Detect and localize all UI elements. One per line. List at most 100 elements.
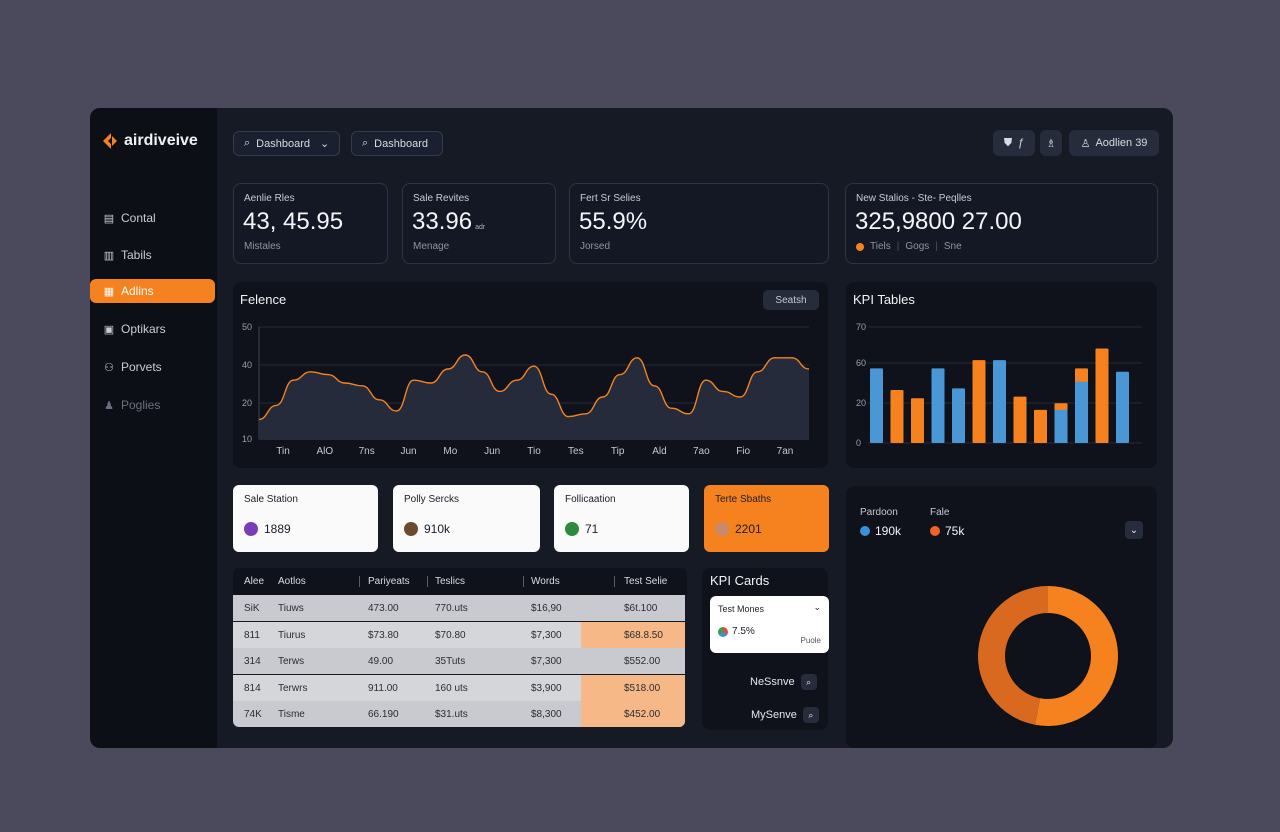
- table-cell: 814: [244, 682, 261, 694]
- notifications-button[interactable]: ⛊ ƒ: [993, 130, 1035, 156]
- table-cell: 66.190: [368, 709, 399, 720]
- table-cell: Tiuws: [278, 603, 304, 614]
- shield-icon: ⛊: [1003, 136, 1013, 149]
- stat-unit: adr: [475, 224, 486, 231]
- y-tick-label: 0: [856, 438, 861, 448]
- stat-value: 325,9800 27.00: [855, 208, 1022, 235]
- nessnve-link[interactable]: NeSsnve ⌕: [750, 674, 817, 690]
- table-row[interactable]: 314 Terws 49.00 35Tuts $7,300 $552.00: [233, 648, 685, 674]
- stat-label: Aenlie Rles: [244, 193, 295, 204]
- column-header[interactable]: Pariyeats: [368, 576, 410, 587]
- column-header[interactable]: Test Selie: [624, 576, 668, 587]
- table-cell: 35Tuts: [435, 656, 466, 667]
- sub-item: Tiels: [870, 241, 891, 252]
- sidebar-item-optikars[interactable]: ▣ Optikars: [90, 317, 215, 341]
- sidebar: airdiveive ▤ Contal ▥ Tabils ▦ Adlins ▣ …: [90, 108, 217, 748]
- avatar: [715, 522, 729, 536]
- sidebar-item-poglies[interactable]: ♟ Poglies: [90, 393, 215, 417]
- bar: [993, 360, 1006, 443]
- sidebar-item-label: Contal: [121, 211, 156, 225]
- stat-sub-items: Tiels | Gogs | Sne: [856, 241, 962, 252]
- panel-title: Felence: [240, 292, 287, 307]
- x-tick-label: Jun: [400, 446, 416, 457]
- stat-card[interactable]: New Stalios - Ste- Peqlles 325,9800 27.0…: [845, 183, 1158, 264]
- bar-chart-panel: KPI Tables 70 60 20 0: [846, 282, 1157, 468]
- y-tick-label: 20: [242, 398, 252, 408]
- sidebar-item-tabils[interactable]: ▥ Tabils: [90, 243, 215, 267]
- y-tick-label: 20: [856, 398, 866, 408]
- user-icon: ♟: [104, 399, 114, 412]
- mini-label: Polly Sercks: [404, 494, 460, 505]
- stat-label: Fert Sr Selies: [580, 193, 641, 204]
- profile-icon-button[interactable]: ♗: [1040, 130, 1062, 156]
- search-chart-button[interactable]: Seatsh: [763, 290, 819, 310]
- chevron-down-icon: ⌄: [320, 138, 330, 150]
- stat-value: 43, 45.95: [243, 208, 344, 235]
- table-cell: Terwrs: [278, 682, 308, 694]
- sidebar-item-contal[interactable]: ▤ Contal: [90, 206, 215, 230]
- bar: [952, 388, 965, 443]
- sub-item: Sne: [943, 241, 962, 252]
- table-row[interactable]: 814 Terwrs 911.00 160 uts $3,900 $518.00: [233, 674, 685, 701]
- stat-sub: Jorsed: [580, 241, 611, 252]
- stat-number: 33.96: [412, 208, 473, 235]
- column-header[interactable]: Teslics: [435, 576, 466, 587]
- dashboard-dropdown[interactable]: ⌕ Dashboard ⌄: [233, 131, 340, 156]
- table-cell: $31.uts: [435, 709, 468, 720]
- stat-card[interactable]: Fert Sr Selies 55.9% Jorsed: [569, 183, 829, 264]
- legend-dot-icon: [930, 526, 940, 536]
- legend-value: 190k: [860, 524, 901, 538]
- mini-stat-card[interactable]: Sale Station 1889: [233, 485, 378, 552]
- stat-card[interactable]: Sale Revites 33.96 adr Menage: [402, 183, 556, 264]
- donut-chart: [978, 586, 1118, 726]
- line-chart-panel: Felence Seatsh 50 40 20 10 Tin AlO 7ns Jun Mo Jun…: [233, 282, 828, 468]
- table-cell: $8,300: [531, 709, 562, 720]
- search-icon[interactable]: ⌕: [802, 707, 819, 723]
- sidebar-item-adlins[interactable]: ▦ Adlins: [90, 279, 215, 303]
- chevron-down-icon[interactable]: ⌄: [813, 602, 821, 612]
- stat-sub: Menage: [413, 241, 450, 252]
- stat-card[interactable]: Aenlie Rles 43, 45.95 Mistales: [233, 183, 388, 264]
- dropdown-label: Dashboard: [256, 137, 310, 150]
- chart-icon: [718, 626, 728, 637]
- table-cell: $70.80: [435, 629, 466, 641]
- table-cell: Terws: [278, 656, 305, 667]
- mini-stat-card[interactable]: Terte Sbaths 2201: [704, 485, 829, 552]
- chevron-down-icon[interactable]: ⌄: [1125, 521, 1143, 539]
- avatar: [244, 522, 258, 536]
- column-header[interactable]: Aotlos: [278, 576, 306, 587]
- user-menu-button[interactable]: ♙ Aodlien 39: [1069, 130, 1159, 156]
- sidebar-item-porvets[interactable]: ⚇ Porvets: [90, 355, 215, 379]
- avatar: [565, 522, 579, 536]
- mysenve-link[interactable]: MySenve ⌕: [751, 707, 819, 723]
- table-cell: $518.00: [624, 682, 661, 694]
- panel-title: KPI Tables: [853, 292, 915, 307]
- column-header[interactable]: Words: [531, 576, 560, 587]
- stat-label: Sale Revites: [413, 193, 470, 204]
- brand-logo[interactable]: airdiveive: [102, 132, 198, 150]
- table-cell: 473.00: [368, 603, 399, 614]
- divider: |: [896, 241, 900, 252]
- table-row[interactable]: 811 Tiurus $73.80 $70.80 $7,300 $68.8.50: [233, 621, 685, 648]
- column-header[interactable]: Alee: [244, 576, 265, 587]
- y-tick-label: 40: [242, 360, 252, 370]
- kpi-card[interactable]: Test Mones ⌄ 7.5% Puole: [710, 596, 829, 653]
- app-window: airdiveive ▤ Contal ▥ Tabils ▦ Adlins ▣ …: [90, 108, 1173, 748]
- clipboard-icon: ▥: [103, 249, 115, 262]
- table-row[interactable]: 74K Tisme 66.190 $31.uts $8,300 $452.00: [233, 701, 685, 727]
- y-tick-label: 60: [856, 358, 866, 368]
- legend-value: 75k: [930, 524, 964, 538]
- mini-value-row: 1889: [244, 522, 291, 536]
- mini-value-row: 71: [565, 522, 598, 536]
- x-tick-label: Tes: [568, 446, 584, 457]
- table-row[interactable]: SiK Tiuws 473.00 770.uts $16,90 $6t.100: [233, 595, 685, 621]
- mini-stat-card[interactable]: Polly Sercks 910k: [393, 485, 540, 552]
- mini-stat-card[interactable]: Follicaation 71: [554, 485, 689, 552]
- divider: |: [935, 241, 938, 252]
- search-icon[interactable]: ⌕: [800, 674, 817, 690]
- function-icon: ƒ: [1018, 137, 1025, 149]
- kpi-value: 7.5%: [732, 626, 755, 637]
- legend-item: Fale: [930, 507, 950, 518]
- legend-item: Pardoon: [860, 507, 898, 518]
- search-button[interactable]: ⌕ Dashboard: [351, 131, 443, 156]
